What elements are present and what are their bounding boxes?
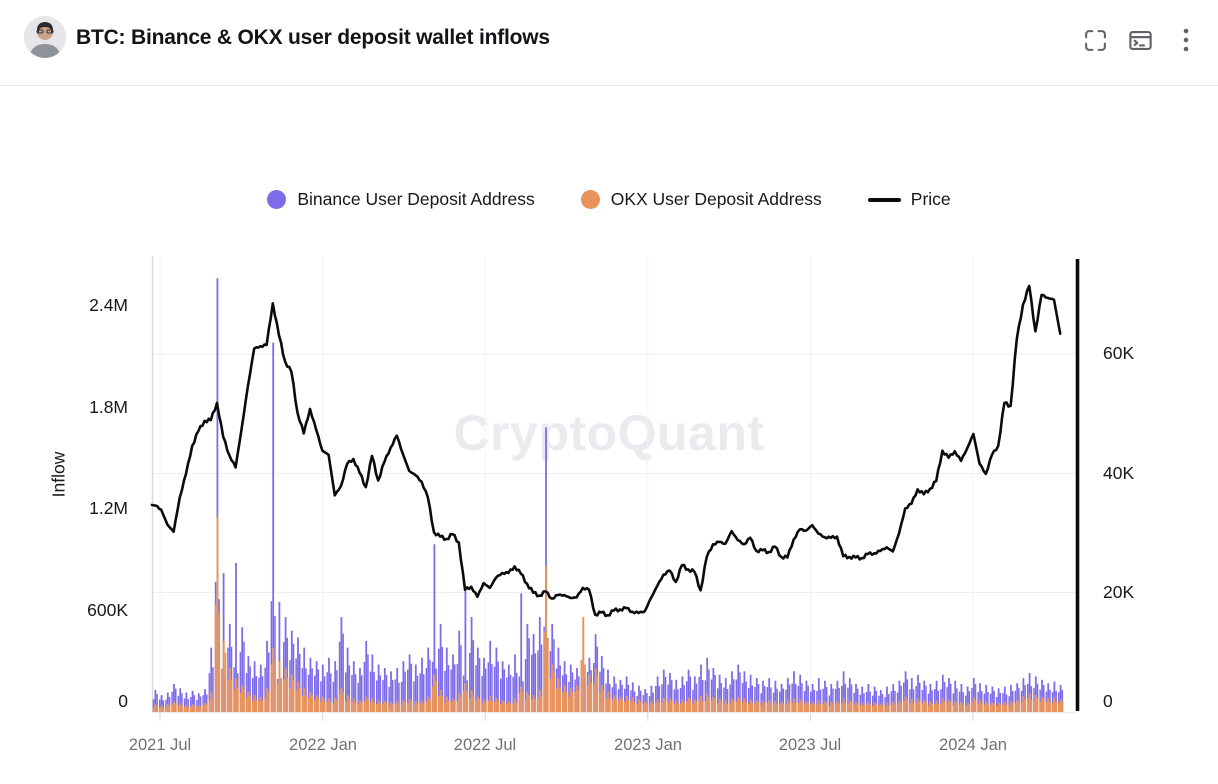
x-tick: 2022 Jul (453, 736, 517, 754)
fullscreen-button[interactable] (1079, 24, 1111, 56)
left-tick: 1.2M (89, 498, 128, 518)
legend-item-price[interactable]: Price (867, 189, 951, 210)
binance-dot-icon (267, 190, 287, 209)
okx-bars (152, 517, 1064, 712)
x-tick: 2022 Jan (289, 736, 357, 754)
right-tick: 20K (1103, 582, 1135, 602)
binance-bars (152, 278, 1064, 712)
legend-label-binance: Binance User Deposit Address (297, 189, 535, 209)
vertical-gridlines (159, 256, 974, 712)
avatar[interactable] (24, 16, 66, 58)
legend-label-price: Price (910, 189, 951, 209)
right-tick: 60K (1103, 343, 1135, 363)
x-tick: 2021 Jul (128, 736, 192, 754)
x-tick: 2023 Jan (614, 736, 682, 754)
fullscreen-icon (1084, 29, 1106, 51)
x-tick: 2023 Jul (778, 736, 842, 754)
page-title: BTC: Binance & OKX user deposit wallet i… (76, 26, 550, 49)
kebab-menu-icon (1183, 28, 1189, 52)
okx-dot-icon (580, 190, 600, 209)
left-tick: 0 (118, 691, 128, 711)
left-tick: 1.8M (89, 397, 128, 417)
legend-item-binance[interactable]: Binance User Deposit Address (267, 189, 535, 210)
horizontal-gridlines (152, 353, 1076, 594)
left-tick: 2.4M (89, 295, 128, 315)
left-tick: 600K (87, 600, 128, 620)
price-line (150, 284, 1062, 618)
right-tick: 0 (1103, 691, 1113, 711)
legend-item-okx[interactable]: OKX User Deposit Address (580, 189, 822, 210)
x-tick: 2024 Jan (939, 736, 1007, 754)
x-tick-marks (159, 712, 974, 721)
menu-button[interactable] (1170, 24, 1202, 56)
right-tick: 40K (1103, 463, 1135, 483)
avatar-photo (24, 16, 66, 58)
legend-label-okx: OKX User Deposit Address (610, 189, 822, 209)
console-button[interactable] (1124, 24, 1156, 56)
header: BTC: Binance & OKX user deposit wallet i… (0, 0, 1218, 86)
price-line-icon (867, 197, 901, 202)
terminal-window-icon (1128, 30, 1152, 50)
legend: Binance User Deposit Address OKX User De… (0, 189, 1218, 210)
